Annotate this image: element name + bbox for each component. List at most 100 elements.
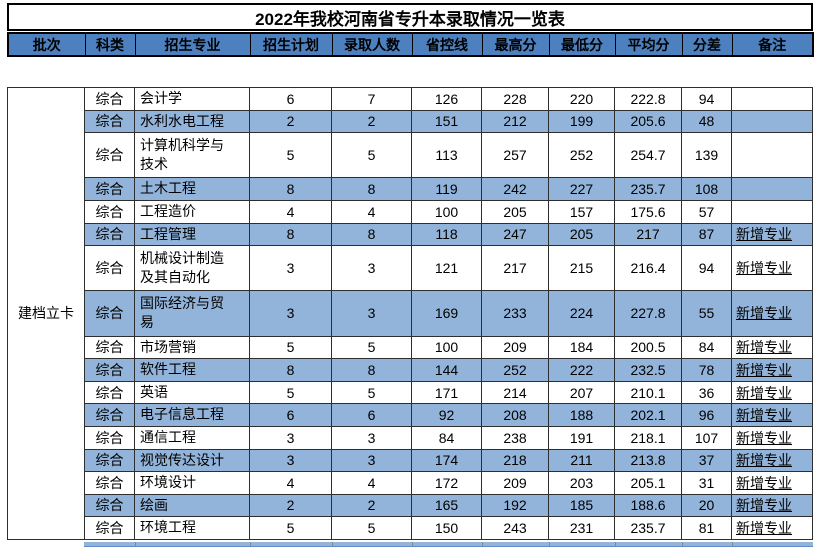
cell-min-score: 157 [548,199,615,224]
cell-note: 新增专业 [731,380,813,405]
cell-major: 英语 [134,380,250,405]
cell-avg-score: 217 [614,222,682,247]
cell-plan: 4 [249,199,332,224]
cell-max-score: 218 [481,448,549,473]
cell-category: 综合 [84,335,135,360]
header-table: 批次 科类 招生专业 招生计划 录取人数 省控线 最高分 最低分 平均分 分差 备注 [7,32,814,57]
table-row: 综合 软件工程 8 8 144 252 222 232.5 78 新增专业 [8,358,813,382]
column-header-1: 科类 [84,32,136,57]
cell-admitted: 3 [331,290,412,337]
cell-min-score: 191 [548,425,615,450]
table-row: 综合 英语 5 5 171 214 207 210.1 36 新增专业 [8,380,813,405]
cell-admitted: 3 [331,448,412,473]
cell-note [731,109,813,134]
cell-category: 综合 [84,87,135,111]
cell-admitted: 4 [331,471,412,495]
column-header-9: 分差 [681,32,733,57]
cell-plan: 5 [249,132,332,179]
cell-plan: 5 [249,335,332,360]
table-row: 综合 环境工程 5 5 150 243 231 235.7 81 新增专业 [8,516,813,540]
cell-avg-score: 218.1 [614,425,682,450]
cell-plan: 6 [249,87,332,111]
cell-category: 综合 [84,425,135,450]
cell-admitted: 2 [331,493,412,518]
cell-score-diff: 37 [681,448,732,473]
cell-plan: 3 [249,245,332,292]
cell-note [731,87,813,111]
cell-avg-score: 254.7 [614,132,682,179]
cell-admitted: 5 [331,335,412,360]
cell-category: 综合 [84,471,135,495]
cell-score-diff: 107 [681,425,732,450]
cell-major: 会计学 [134,87,250,111]
table-row: 综合 计算机科学与 技术 5 5 113 257 252 254.7 139 [8,132,813,179]
cell-score-diff: 96 [681,403,732,427]
cell-major: 工程造价 [134,199,250,224]
cell-avg-score: 210.1 [614,380,682,405]
cell-max-score: 247 [481,222,549,247]
cell-major: 环境设计 [134,471,250,495]
cell-major: 国际经济与贸 易 [134,290,250,337]
cell-score-diff: 84 [681,335,732,360]
cell-major: 通信工程 [134,425,250,450]
table-row: 综合 土木工程 8 8 119 242 227 235.7 108 [8,177,813,201]
cell-note: 新增专业 [731,245,813,292]
cell-major: 市场营销 [134,335,250,360]
cell-note [731,132,813,179]
cell-major: 电子信息工程 [134,403,250,427]
cell-score-diff: 78 [681,358,732,382]
cell-category: 综合 [84,403,135,427]
cell-category: 综合 [84,177,135,201]
cell-score-diff: 94 [681,245,732,292]
table-row: 综合 机械设计制造 及其自动化 3 3 121 217 215 216.4 94 新增专业 [8,245,813,292]
cell-plan: 5 [249,380,332,405]
cell-max-score: 238 [481,425,549,450]
cell-max-score: 233 [481,290,549,337]
cell-province-line: 144 [411,358,482,382]
column-header-10: 备注 [731,32,814,57]
cell-province-line: 100 [411,335,482,360]
cell-major: 计算机科学与 技术 [134,132,250,179]
cell-province-line: 92 [411,403,482,427]
cell-min-score: 220 [548,87,615,111]
cell-province-line: 118 [411,222,482,247]
cell-score-diff: 108 [681,177,732,201]
cell-plan: 2 [249,109,332,134]
cell-score-diff: 57 [681,199,732,224]
cell-major: 水利水电工程 [134,109,250,134]
cell-max-score: 228 [481,87,549,111]
cell-category: 综合 [84,358,135,382]
cell-province-line: 84 [411,425,482,450]
cell-avg-score: 205.1 [614,471,682,495]
cell-plan: 8 [249,222,332,247]
cell-max-score: 209 [481,335,549,360]
cell-admitted: 5 [331,132,412,179]
table-row: 综合 工程管理 8 8 118 247 205 217 87 新增专业 [8,222,813,247]
cell-score-diff: 55 [681,290,732,337]
cell-avg-score: 216.4 [614,245,682,292]
cell-province-line: 165 [411,493,482,518]
cell-major: 工程管理 [134,222,250,247]
cell-province-line: 126 [411,87,482,111]
cell-category: 综合 [84,290,135,337]
cell-max-score: 208 [481,403,549,427]
cell-plan: 3 [249,448,332,473]
cell-major: 机械设计制造 及其自动化 [134,245,250,292]
cell-note: 新增专业 [731,471,813,495]
cell-province-line: 100 [411,199,482,224]
cell-min-score: 203 [548,471,615,495]
cell-major: 软件工程 [134,358,250,382]
cell-score-diff: 48 [681,109,732,134]
cell-min-score: 207 [548,380,615,405]
cell-admitted: 3 [331,245,412,292]
cell-score-diff: 94 [681,87,732,111]
cell-note: 新增专业 [731,493,813,518]
cell-avg-score: 232.5 [614,358,682,382]
table-row: 综合 国际经济与贸 易 3 3 169 233 224 227.8 55 新增专业 [8,290,813,337]
cell-plan: 4 [249,471,332,495]
cell-province-line: 171 [411,380,482,405]
cell-score-diff: 36 [681,380,732,405]
cell-max-score: 257 [481,132,549,179]
cell-min-score: 199 [548,109,615,134]
